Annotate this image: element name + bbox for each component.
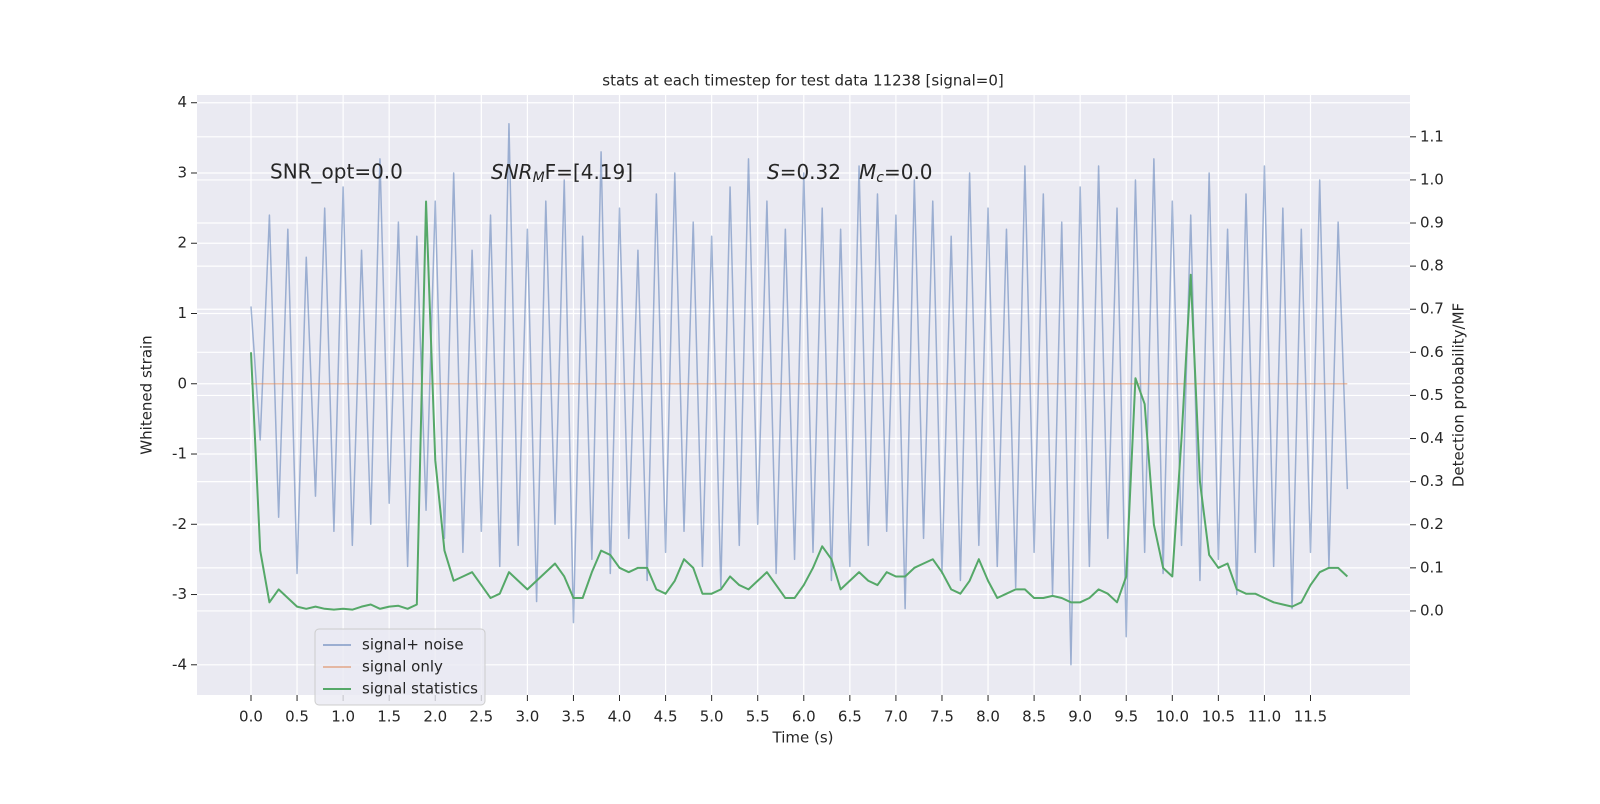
y2-tick-label: 0.9 — [1420, 214, 1444, 232]
y2-tick-label: 0.7 — [1420, 300, 1444, 318]
legend-label: signal only — [362, 658, 443, 676]
y2-axis-label: Detection probability/MF — [1450, 303, 1468, 487]
annotation: SNR_opt=0.0 — [270, 160, 403, 184]
series-line — [249, 200, 1349, 611]
annotation-part: c — [876, 170, 884, 186]
annotation-part: M — [533, 170, 545, 186]
x-tick-label: 7.5 — [930, 708, 954, 726]
y2-tick-label: 0.4 — [1420, 429, 1444, 447]
annotation-part: SNR — [491, 160, 533, 184]
x-tick-label: 9.0 — [1068, 708, 1092, 726]
annotation-part: F=[4.19] — [545, 160, 633, 184]
y-tick-label: -1 — [172, 445, 187, 463]
annotation: S=0.32 — [767, 160, 841, 184]
x-tick-label: 0.5 — [285, 708, 309, 726]
x-tick-label: 4.0 — [608, 708, 632, 726]
legend-label: signal+ noise — [362, 636, 464, 654]
annotation-part: M — [859, 160, 876, 184]
y2-tick-label: 0.8 — [1420, 257, 1444, 275]
y-tick-label: -4 — [172, 655, 187, 673]
y2-tick-label: 0.3 — [1420, 472, 1444, 490]
x-tick-label: 10.0 — [1156, 708, 1189, 726]
legend-box — [314, 628, 486, 706]
x-tick-label: 1.5 — [377, 708, 401, 726]
x-tick-label: 5.5 — [746, 708, 770, 726]
y-tick-label: 2 — [177, 234, 187, 252]
x-tick-label: 6.5 — [838, 708, 862, 726]
x-tick-label: 2.0 — [423, 708, 447, 726]
y-tick-label: 4 — [177, 93, 187, 111]
x-axis-label: Time (s) — [772, 729, 834, 747]
x-tick-label: 5.0 — [700, 708, 724, 726]
y-tick-label: 1 — [177, 304, 187, 322]
y2-tick-label: 0.1 — [1420, 558, 1444, 576]
annotation: Mc=0.0 — [859, 160, 933, 187]
x-tick-label: 9.5 — [1114, 708, 1138, 726]
chart-title: stats at each timestep for test data 112… — [602, 72, 1003, 90]
x-tick-label: 8.0 — [976, 708, 1000, 726]
y2-tick-label: 0.0 — [1420, 601, 1444, 619]
y2-tick-label: 1.0 — [1420, 170, 1444, 188]
x-tick-label: 11.0 — [1248, 708, 1281, 726]
annotation-part: =0.32 — [780, 160, 841, 184]
x-tick-label: 3.5 — [562, 708, 586, 726]
y2-tick-label: 0.2 — [1420, 515, 1444, 533]
y-tick-label: -2 — [172, 515, 187, 533]
y2-tick-label: 0.5 — [1420, 386, 1444, 404]
y2-tick-label: 0.6 — [1420, 343, 1444, 361]
x-tick-label: 10.5 — [1202, 708, 1235, 726]
x-tick-label: 1.0 — [331, 708, 355, 726]
x-tick-label: 0.0 — [239, 708, 263, 726]
y-tick-label: 0 — [177, 374, 187, 392]
annotation: SNRMF=[4.19] — [491, 160, 633, 187]
x-tick-label: 2.5 — [469, 708, 493, 726]
x-tick-label: 6.0 — [792, 708, 816, 726]
annotation-part: =0.0 — [884, 160, 933, 184]
y-axis-label: Whitened strain — [138, 335, 156, 454]
x-tick-label: 7.0 — [884, 708, 908, 726]
series-line — [250, 123, 1349, 666]
legend-label: signal statistics — [362, 680, 478, 698]
y2-tick-label: 1.1 — [1420, 127, 1444, 145]
y-tick-label: 3 — [177, 163, 187, 181]
x-tick-label: 8.5 — [1022, 708, 1046, 726]
x-tick-label: 11.5 — [1294, 708, 1327, 726]
annotation-part: S — [767, 160, 780, 184]
y-tick-label: -3 — [172, 585, 187, 603]
x-tick-label: 3.0 — [515, 708, 539, 726]
x-tick-label: 4.5 — [654, 708, 678, 726]
